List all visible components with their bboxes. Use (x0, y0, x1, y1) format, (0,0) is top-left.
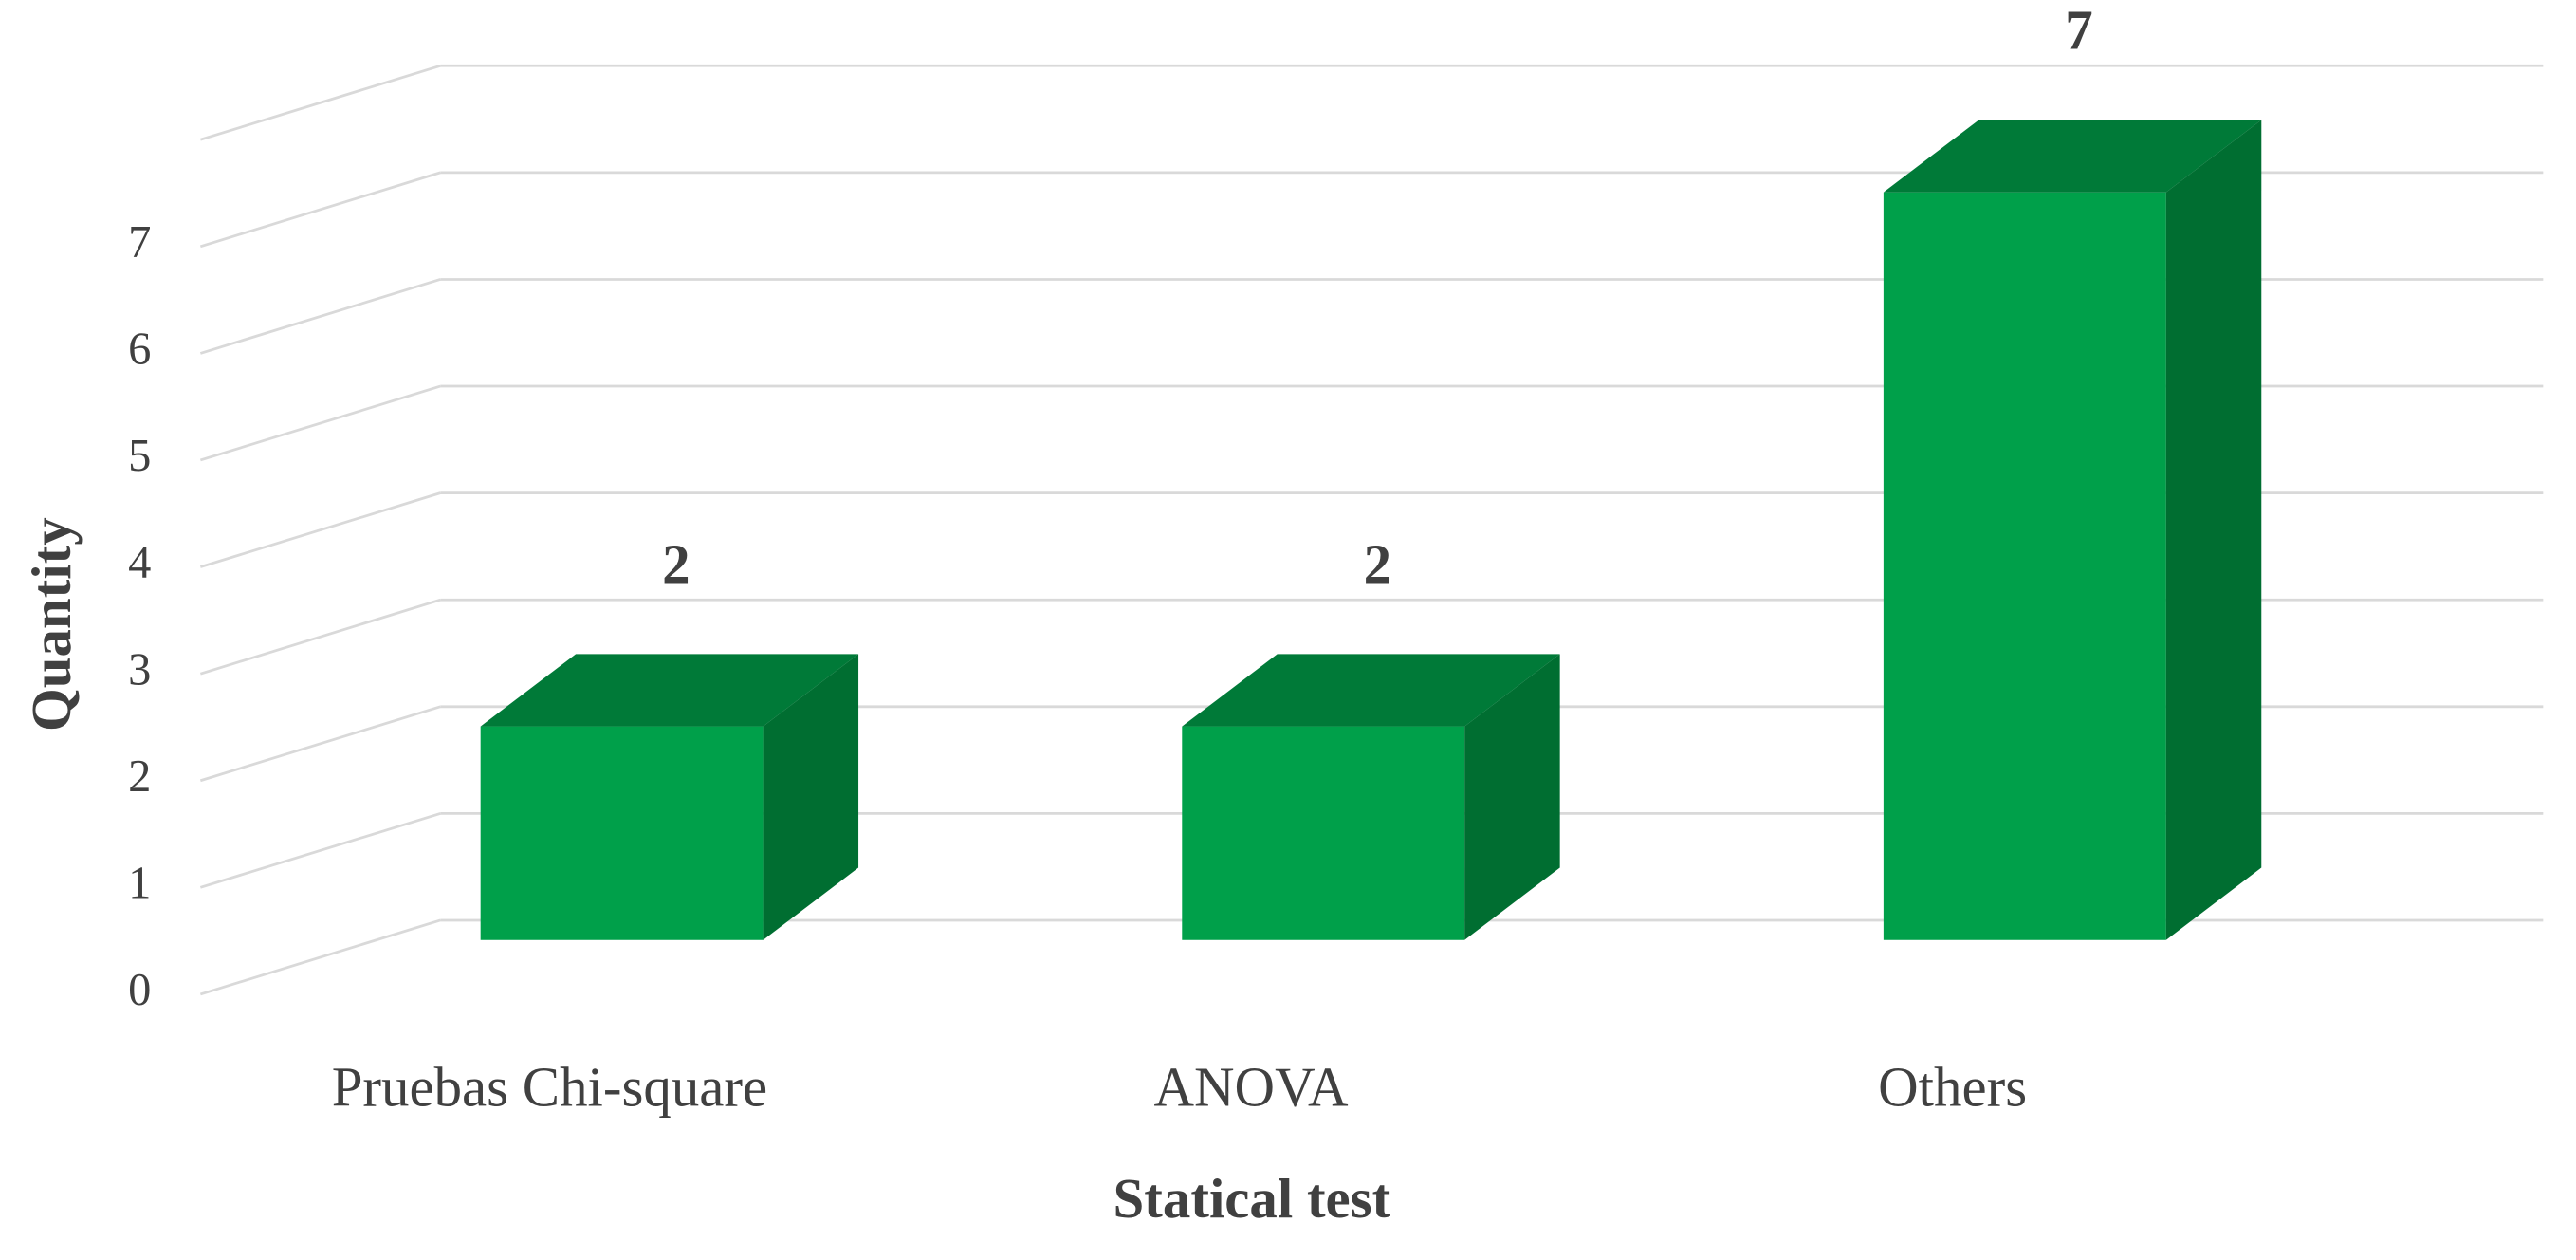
grid-line (199, 598, 441, 676)
bar-side (1464, 654, 1560, 940)
value-label: 7 (2065, 0, 2092, 62)
grid-line (199, 64, 441, 141)
x-tick-label: Pruebas Chi-square (332, 1056, 767, 1118)
value-label: 2 (1364, 534, 1391, 596)
bar-front (1182, 726, 1465, 940)
grid-line (199, 171, 441, 249)
grid-line (199, 491, 441, 568)
y-tick-label: 4 (128, 538, 151, 588)
y-tick-label: 7 (128, 217, 151, 268)
y-tick-label: 3 (128, 644, 151, 695)
value-label: 2 (662, 534, 690, 596)
x-tick-label: ANOVA (1154, 1056, 1349, 1118)
y-tick-label: 2 (128, 751, 151, 802)
x-axis-title: Statical test (1113, 1168, 1391, 1230)
y-tick-label: 0 (128, 965, 151, 1015)
y-tick-label: 5 (128, 431, 151, 481)
bar-side (2165, 120, 2262, 940)
bar-top (480, 654, 859, 727)
grid-line (199, 918, 441, 996)
y-tick-label: 6 (128, 324, 151, 375)
grid-line (199, 812, 441, 889)
grid-line (199, 384, 441, 462)
grid-line (199, 705, 441, 783)
bar-front (480, 726, 764, 940)
bar-top (1182, 654, 1560, 727)
x-tick-label: Others (1878, 1056, 2027, 1118)
grid-line (199, 278, 441, 355)
bar-side (763, 654, 859, 940)
bar-top (1883, 120, 2262, 193)
y-tick-label: 1 (128, 858, 151, 908)
y-axis-title: Quantity (21, 517, 83, 732)
bar-front (1883, 192, 2166, 940)
